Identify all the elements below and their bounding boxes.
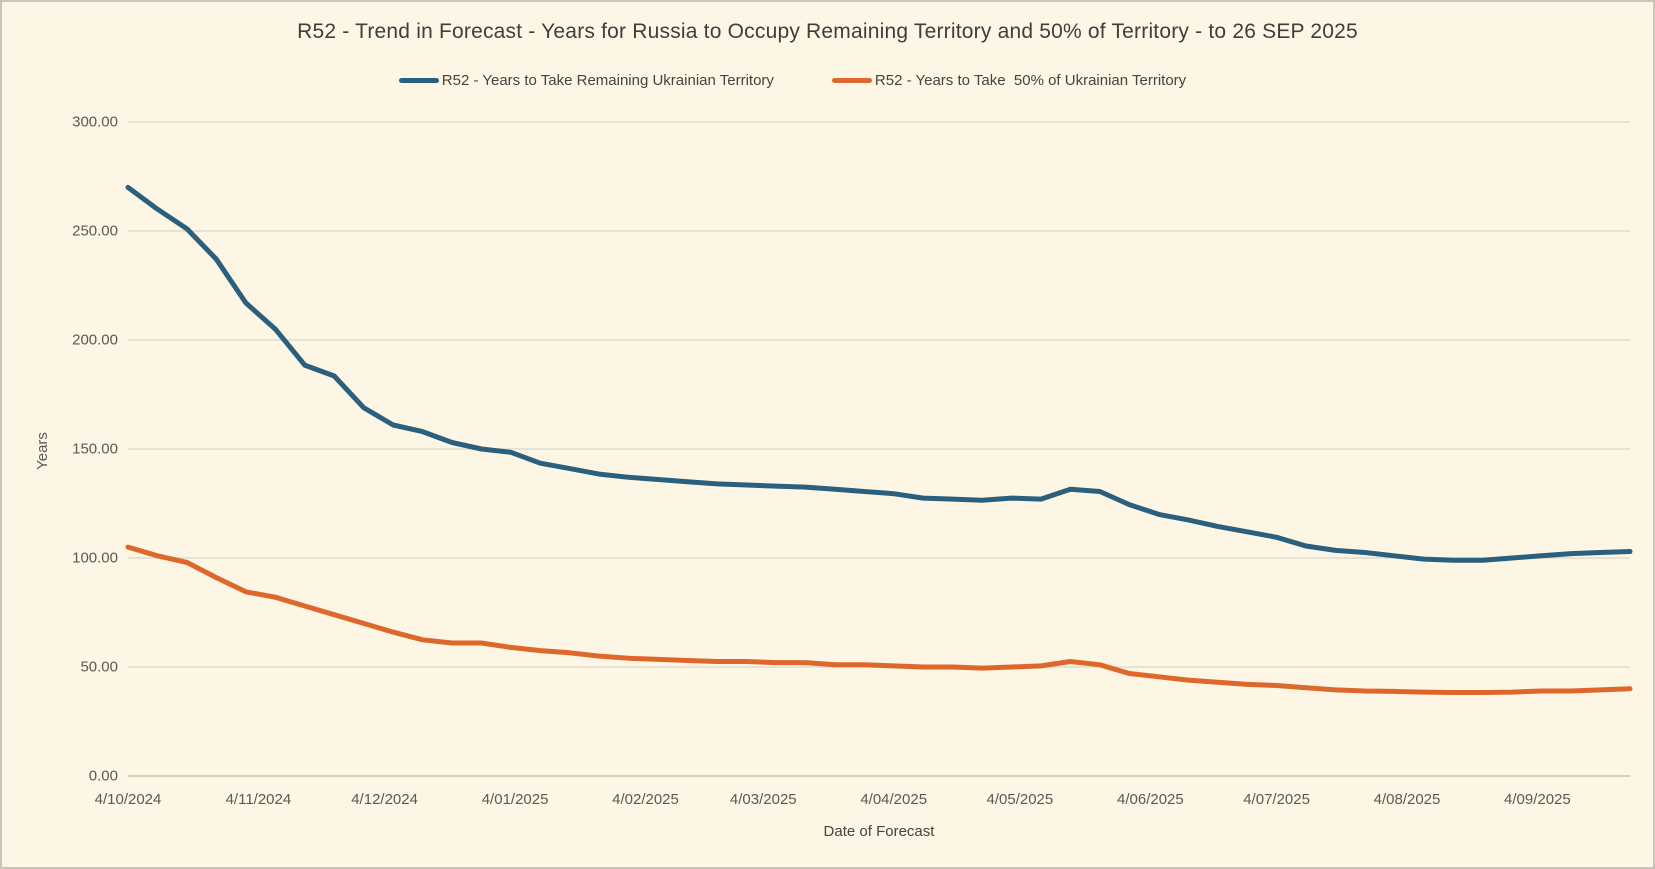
y-axis-title: Years [34,432,51,470]
y-tick-label: 0.00 [88,767,118,785]
x-tick-label: 4/08/2025 [1373,791,1441,808]
y-tick-label: 250.00 [72,222,118,240]
x-tick-label: 4/05/2025 [986,791,1054,808]
x-tick-label: 4/03/2025 [729,791,797,808]
x-tick-label: 4/11/2024 [225,791,292,808]
chart-legend: R52 - Years to Take Remaining Ukrainian … [2,72,1583,89]
y-tick-label: 100.00 [72,549,118,567]
legend-item-remaining-territory[interactable]: R52 - Years to Take Remaining Ukrainian … [398,72,774,89]
y-tick-label: 300.00 [72,113,118,131]
y-tick-label: 150.00 [72,440,118,458]
x-tick-label: 4/06/2025 [1117,791,1184,808]
y-tick-label: 200.00 [72,331,118,349]
legend-label-50pct-territory: R52 - Years to Take 50% of Ukrainian Ter… [874,72,1187,89]
legend-item-50pct-territory[interactable]: R52 - Years to Take 50% of Ukrainian Ter… [831,72,1187,89]
x-tick-label: 4/01/2025 [481,791,549,808]
chart-title: R52 - Trend in Forecast - Years for Russ… [297,20,1358,43]
x-tick-label: 4/12/2024 [351,791,418,808]
y-tick-label: 50.00 [80,658,118,676]
x-tick-label: 4/07/2025 [1243,791,1310,808]
x-tick-label: 4/04/2025 [860,791,928,808]
series-line-0[interactable] [125,184,1633,563]
x-axis-title: Date of Forecast [823,823,935,840]
series-line-1[interactable] [125,544,1633,695]
x-tick-label: 4/09/2025 [1504,791,1571,808]
x-tick-label: 4/02/2025 [612,791,679,808]
legend-label-remaining-territory: R52 - Years to Take Remaining Ukrainian … [441,72,774,89]
legend-line-swatch-orange-icon [831,78,872,83]
legend-line-swatch-blue-icon [398,78,439,83]
x-tick-label: 4/10/2024 [94,791,162,808]
